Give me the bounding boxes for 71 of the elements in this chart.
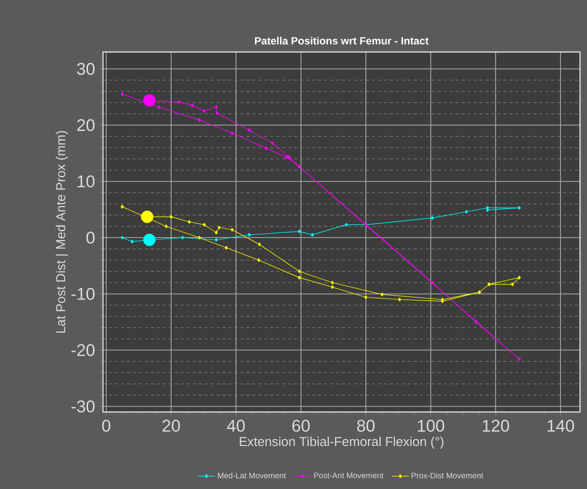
point xyxy=(248,128,251,132)
point xyxy=(258,242,261,246)
y-tick-label: 20 xyxy=(77,119,95,132)
point xyxy=(214,105,218,110)
point xyxy=(398,298,402,302)
point xyxy=(486,208,490,212)
y-tick-label: 30 xyxy=(77,62,95,75)
point xyxy=(230,131,234,135)
point xyxy=(214,230,218,234)
point xyxy=(120,92,124,96)
point xyxy=(430,280,434,285)
point xyxy=(188,220,191,224)
point xyxy=(130,240,134,244)
point xyxy=(518,276,521,280)
chart-title: Patella Positions wrt Femur - Intact xyxy=(255,36,429,45)
point xyxy=(264,146,268,150)
point xyxy=(270,141,274,146)
point xyxy=(284,155,288,160)
point xyxy=(218,226,221,230)
point xyxy=(364,295,368,300)
point xyxy=(464,210,468,214)
y-tick-label: -20 xyxy=(72,344,95,356)
y-tick-label: 0 xyxy=(86,232,95,244)
point xyxy=(120,204,124,209)
y-tick-label: 10 xyxy=(78,175,95,188)
x-tick-label: 140 xyxy=(548,420,574,432)
point xyxy=(474,320,478,324)
point xyxy=(216,111,219,116)
point xyxy=(198,236,201,240)
y-tick-label: -30 xyxy=(72,400,95,412)
x-axis-title: Extension Tibial-Femoral Flexion (°) xyxy=(240,436,444,449)
point xyxy=(158,105,161,110)
point xyxy=(164,224,168,228)
point xyxy=(330,280,334,285)
point xyxy=(298,276,301,280)
point xyxy=(214,238,218,242)
point xyxy=(380,292,384,296)
point xyxy=(248,232,251,237)
x-tick-label: 60 xyxy=(292,420,310,432)
point xyxy=(198,118,201,122)
point xyxy=(257,258,260,262)
point xyxy=(230,228,234,232)
point xyxy=(170,214,173,219)
point xyxy=(298,230,301,234)
point xyxy=(310,232,314,237)
point xyxy=(330,285,334,290)
point xyxy=(202,109,206,113)
point xyxy=(143,94,156,107)
x-tick-label: 20 xyxy=(162,420,180,432)
point xyxy=(190,104,194,108)
point xyxy=(178,100,181,104)
point xyxy=(430,216,434,220)
x-tick-label: 120 xyxy=(482,420,510,432)
point xyxy=(518,206,521,210)
point xyxy=(344,222,348,227)
x-tick-label: 80 xyxy=(357,420,375,432)
x-tick-label: 0 xyxy=(102,420,110,432)
point xyxy=(511,282,514,286)
point xyxy=(140,210,154,224)
point xyxy=(298,269,301,274)
point xyxy=(143,234,156,246)
point xyxy=(288,155,291,160)
point xyxy=(202,222,206,227)
point xyxy=(181,236,184,240)
y-axis-title: Lat Post Dist | Med Ante Prox (mm) xyxy=(56,131,68,333)
point xyxy=(120,236,124,240)
x-tick-label: 100 xyxy=(418,420,444,432)
point xyxy=(518,357,521,362)
x-tick-label: 40 xyxy=(227,420,245,432)
y-tick-label: -10 xyxy=(72,288,95,300)
point xyxy=(224,246,228,250)
